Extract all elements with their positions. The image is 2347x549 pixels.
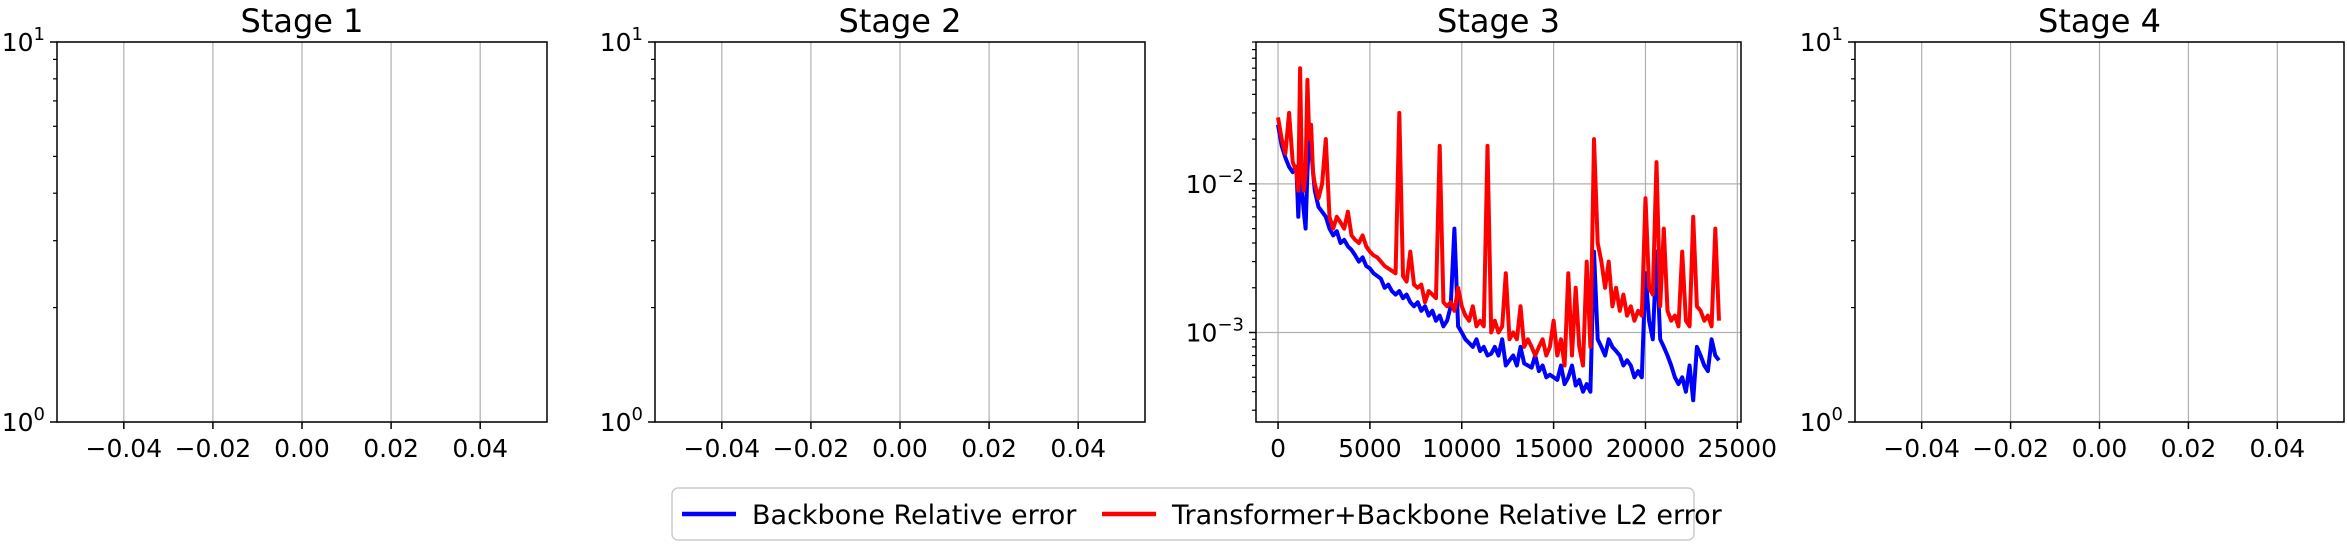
stage-1-y-tick-label: 101 <box>2 24 45 57</box>
stage-3-axes-frame <box>1255 41 1742 423</box>
legend: Backbone Relative error Transformer+Back… <box>671 487 1723 541</box>
stage-2-axes-frame <box>654 41 1146 423</box>
legend-label-transformer: Transformer+Backbone Relative L2 error <box>1171 500 1723 531</box>
stage-2-panel: Stage 2 −0.04 −0.02 0.00 0.02 0.04 100 101 <box>600 2 1146 463</box>
stage-1-y-tick-label: 100 <box>2 404 45 437</box>
stage-4-y-tick-label: 100 <box>1800 404 1843 437</box>
stage-4-y-tick-label: 101 <box>1800 24 1843 57</box>
stage-4-x-tick-label: 0.00 <box>2072 434 2128 463</box>
stage-3-series-backbone-relative-error <box>1276 124 1721 403</box>
stage-3-title: Stage 3 <box>1437 2 1560 40</box>
stage-3-y-tick-label: 10−3 <box>1186 315 1244 348</box>
stage-1-x-tick-label: −0.04 <box>86 434 163 463</box>
stage-3-y-tick-label: 10−2 <box>1186 166 1244 199</box>
stage-1-x-tick-label: 0.04 <box>452 434 508 463</box>
stage-1-panel: Stage 1 −0.04 −0.02 0.00 0.02 0.04 100 101 <box>2 2 548 463</box>
stage-2-x-tick-label: 0.00 <box>872 434 928 463</box>
stage-3-x-tick-label: 0 <box>1270 434 1286 463</box>
stage-4-x-tick-label: −0.04 <box>1883 434 1960 463</box>
stage-1-x-tick-label: 0.00 <box>274 434 330 463</box>
stage-2-x-tick-label: 0.02 <box>961 434 1017 463</box>
stage-1-x-tick-label: −0.02 <box>175 434 252 463</box>
stage-3-x-tick-label: 10000 <box>1422 434 1502 463</box>
stage-2-title: Stage 2 <box>839 2 962 40</box>
stage-1-axes-frame <box>56 41 548 423</box>
stage-4-title: Stage 4 <box>2038 2 2161 40</box>
stage-1-title: Stage 1 <box>241 2 364 40</box>
stage-2-y-tick-label: 101 <box>600 24 643 57</box>
stage-2-x-tick-label: 0.04 <box>1050 434 1106 463</box>
stage-4-panel: Stage 4 −0.04 −0.02 0.00 0.02 0.04 100 101 <box>1800 2 2345 463</box>
legend-label-backbone: Backbone Relative error <box>752 500 1077 531</box>
stage-3-x-tick-label: 20000 <box>1606 434 1686 463</box>
stage-4-x-tick-label: 0.02 <box>2161 434 2217 463</box>
stage-2-x-tick-label: −0.04 <box>684 434 761 463</box>
stage-3-series-transformer-backbone-relative-l2-error <box>1276 66 1721 368</box>
stage-2-x-tick-label: −0.02 <box>773 434 850 463</box>
stage-3-x-tick-label: 5000 <box>1338 434 1402 463</box>
stage-3-x-tick-label: 25000 <box>1698 434 1778 463</box>
stage-2-y-tick-label: 100 <box>600 404 643 437</box>
stage-4-x-tick-label: 0.04 <box>2249 434 2305 463</box>
stage-4-axes-frame <box>1854 41 2345 423</box>
stage-4-x-tick-label: −0.02 <box>1972 434 2049 463</box>
stage-1-x-tick-label: 0.02 <box>363 434 419 463</box>
legend-frame <box>671 487 1695 541</box>
stage-3-panel: Stage 3 0 5000 10000 15000 20000 25000 10−3 10−2 <box>1186 2 1777 463</box>
stage-3-x-tick-label: 15000 <box>1514 434 1594 463</box>
